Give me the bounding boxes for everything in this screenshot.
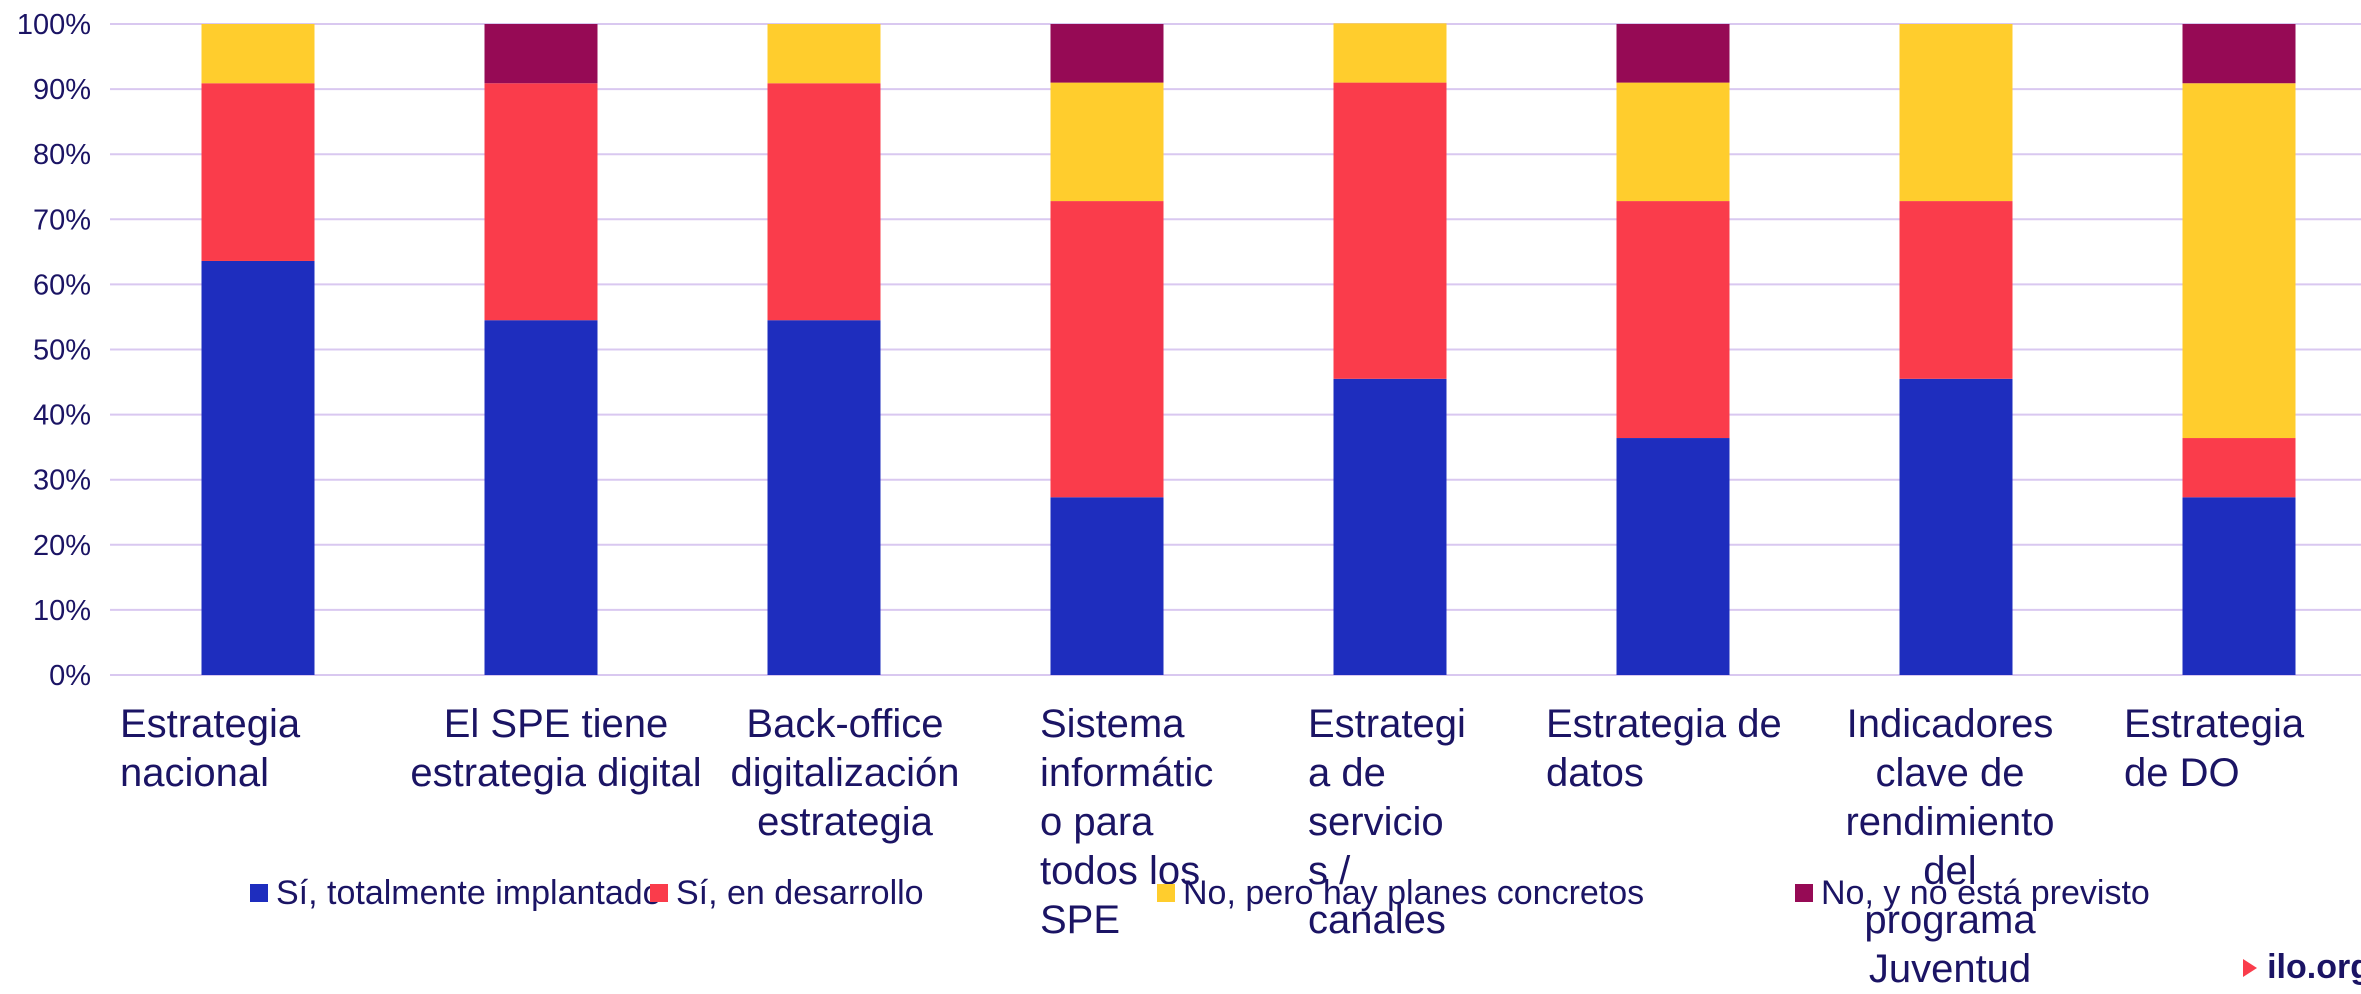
- bar-segment: [2182, 497, 2296, 675]
- y-tick-label: 60%: [33, 269, 91, 301]
- bar-segment: [1050, 24, 1164, 83]
- bar-segment: [201, 83, 315, 261]
- bar-segment: [1050, 82, 1164, 202]
- y-tick-label: 0%: [49, 660, 91, 692]
- bar-segment: [1333, 378, 1447, 675]
- bar-segment: [2182, 438, 2296, 498]
- bar-segment: [767, 24, 881, 84]
- bar-segment: [1616, 438, 1730, 675]
- x-category-label: Sistema informátic o para todos los SPE: [1040, 702, 1214, 942]
- legend-item: No, y no está previsto: [1795, 873, 2150, 913]
- y-tick-label: 20%: [33, 530, 91, 562]
- legend-item: Sí, totalmente implantado: [250, 873, 662, 913]
- bar-segment: [1333, 82, 1447, 379]
- play-arrow-icon: [2243, 958, 2258, 977]
- y-tick-label: 50%: [33, 335, 91, 367]
- legend-swatch: [1157, 884, 1175, 902]
- bar-segment: [2182, 24, 2296, 84]
- y-tick-label: 80%: [33, 139, 91, 171]
- x-category-label: Estrategi a de servicio s / canales: [1308, 702, 1466, 942]
- bar-segment: [484, 320, 598, 675]
- x-category-label: El SPE tiene estrategia digital: [410, 702, 702, 795]
- bar-segment: [1050, 201, 1164, 498]
- legend-swatch: [650, 884, 668, 902]
- bar-segment: [1616, 24, 1730, 83]
- y-tick-label: 90%: [33, 74, 91, 106]
- brand-mark: ilo.org: [2243, 948, 2361, 987]
- legend-label: Sí, en desarrollo: [676, 873, 924, 912]
- bar-segment: [201, 24, 315, 84]
- bar-segment: [1899, 201, 2013, 379]
- y-axis-tick-labels: 0% 10% 20% 30% 40% 50% 60% 70% 80% 90% 100%: [17, 9, 91, 692]
- x-category-label: Estrategia nacional: [120, 702, 301, 795]
- bar-segment: [1616, 201, 1730, 439]
- x-category-label: Estrategia de datos: [1546, 702, 1782, 795]
- legend-swatch: [250, 884, 268, 902]
- x-category-label: Estrategia de DO: [2124, 702, 2305, 795]
- x-category-label: Indicadores clave de rendimiento del pro…: [1845, 702, 2055, 991]
- bar-segment: [1050, 497, 1164, 675]
- brand-text: ilo.org: [2267, 948, 2361, 986]
- legend-swatch: [1795, 884, 1813, 902]
- y-tick-label: 70%: [33, 204, 91, 236]
- legend-label: No, y no está previsto: [1821, 873, 2150, 912]
- y-tick-label: 40%: [33, 400, 91, 432]
- bar-segment: [201, 260, 315, 675]
- bar-segment: [767, 83, 881, 321]
- legend-label: Sí, totalmente implantado: [276, 873, 662, 912]
- bar-segment: [767, 320, 881, 675]
- legend-item: Sí, en desarrollo: [650, 873, 924, 913]
- y-tick-label: 100%: [17, 9, 91, 41]
- legend-item: No, pero hay planes concretos: [1157, 873, 1644, 913]
- bar-segment: [1616, 82, 1730, 202]
- bar-segment: [1333, 23, 1447, 83]
- gridlines: [110, 23, 2361, 676]
- x-category-label: Back-office digitalización estrategia: [730, 702, 960, 844]
- bar-segment: [484, 83, 598, 321]
- bars: [201, 23, 2296, 675]
- bar-segment: [1899, 24, 2013, 202]
- bar-segment: [1899, 378, 2013, 675]
- legend-label: No, pero hay planes concretos: [1183, 873, 1645, 912]
- bar-segment: [484, 24, 598, 84]
- bar-segment: [2182, 83, 2296, 439]
- y-tick-label: 30%: [33, 465, 91, 497]
- y-tick-label: 10%: [33, 595, 91, 627]
